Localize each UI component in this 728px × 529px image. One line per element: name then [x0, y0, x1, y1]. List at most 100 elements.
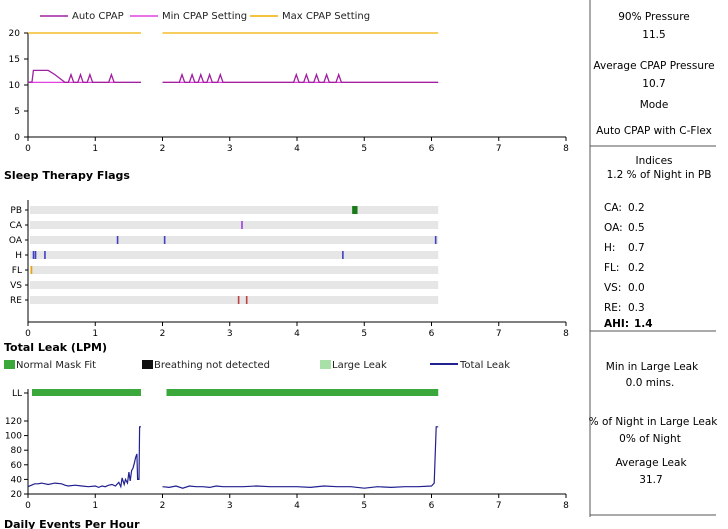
x-tick-label: 4 — [294, 501, 300, 511]
x-tick-label: 6 — [429, 501, 435, 511]
x-tick-label: 0 — [25, 144, 31, 154]
bottom-title: Daily Events Per Hour — [4, 518, 140, 529]
y-tick-label: 100 — [5, 432, 22, 442]
ahi-label: AHI: — [604, 318, 629, 330]
pct-large-leak-value: 0% of Night — [619, 433, 681, 445]
legend-label: Auto CPAP — [72, 11, 124, 22]
x-tick-label: 2 — [160, 144, 166, 154]
y-tick-label: 0 — [14, 133, 20, 143]
flag-event-oa — [163, 236, 166, 244]
flag-row-band — [30, 206, 439, 214]
index-label: VS: — [604, 282, 621, 294]
avg-pressure-value: 10.7 — [642, 78, 665, 90]
flag-row-band — [30, 236, 439, 244]
x-tick-label: 8 — [563, 501, 569, 511]
leak-chart: Normal Mask Fit Breathing not detected Lar… — [4, 360, 569, 511]
flag-event-h — [32, 251, 35, 259]
flag-row-band — [30, 221, 439, 229]
mode-value: Auto CPAP with C-Flex — [596, 125, 712, 137]
flag-event-h — [44, 251, 46, 259]
large-leak-band-normal — [166, 389, 439, 396]
y-tick-label: 40 — [11, 475, 23, 485]
flags-title: Sleep Therapy Flags — [4, 169, 130, 182]
index-label: CA: — [604, 202, 622, 214]
index-value: 0.3 — [628, 302, 645, 314]
x-tick-label: 3 — [227, 144, 233, 154]
flag-event-oa — [116, 236, 119, 244]
y-tick-label: 20 — [9, 29, 21, 39]
flag-event-re — [245, 296, 248, 304]
indices-list: CA: 0.2 OA: 0.5 H: 0.7 FL: 0.2 VS: 0.0 RE: 0.3 — [604, 202, 645, 314]
y-tick-label: 60 — [11, 461, 23, 471]
y-tick-label: 5 — [14, 107, 20, 117]
leak-title: Total Leak (LPM) — [4, 341, 107, 354]
y-tick-label: 120 — [5, 417, 22, 427]
x-tick-label: 4 — [294, 329, 300, 339]
flag-event-ca — [241, 221, 243, 229]
large-leak-label: Min in Large Leak — [606, 361, 699, 373]
x-tick-label: 6 — [429, 329, 435, 339]
index-label: RE: — [604, 302, 621, 314]
index-value: 0.2 — [628, 202, 645, 214]
legend-swatch — [320, 360, 331, 369]
flag-event-h — [34, 251, 37, 259]
series-line-auto-cpap — [162, 72, 439, 84]
avg-pressure-label: Average CPAP Pressure — [593, 60, 714, 72]
x-tick-label: 3 — [227, 329, 233, 339]
x-tick-label: 1 — [92, 329, 98, 339]
flag-event-oa — [434, 236, 437, 244]
p90-label: 90% Pressure — [618, 11, 690, 23]
pb-percent: 1.2 % of Night in PB — [607, 169, 712, 181]
x-tick-label: 6 — [429, 144, 435, 154]
x-tick-label: 0 — [25, 329, 31, 339]
legend-label: Max CPAP Setting — [282, 11, 370, 22]
flag-row-label: RE — [10, 296, 22, 306]
x-tick-label: 5 — [361, 329, 367, 339]
legend-label: Large Leak — [332, 360, 387, 371]
flag-row-band — [30, 281, 439, 289]
index-label: OA: — [604, 222, 623, 234]
flag-event-h — [342, 251, 344, 259]
flag-row-band — [30, 296, 439, 304]
flag-row-label: H — [15, 251, 22, 261]
p90-value: 11.5 — [642, 29, 665, 41]
x-tick-label: 1 — [92, 144, 98, 154]
flag-row-label: OA — [9, 236, 23, 246]
summary-panel: 90% Pressure 11.5 Average CPAP Pressure … — [589, 0, 719, 517]
flag-row-label: FL — [12, 266, 22, 276]
ahi-value: 1.4 — [634, 318, 653, 330]
series-line-auto-cpap — [27, 69, 141, 84]
y-tick-label: 10 — [9, 81, 21, 91]
flag-event-pb — [352, 206, 358, 214]
flag-event-fl — [30, 266, 33, 274]
index-value: 0.2 — [628, 262, 645, 274]
legend-label: Breathing not detected — [154, 360, 270, 371]
x-tick-label: 7 — [496, 329, 502, 339]
index-label: H: — [604, 242, 615, 254]
legend-swatch — [142, 360, 153, 369]
legend-label: Min CPAP Setting — [162, 11, 247, 22]
x-tick-label: 7 — [496, 501, 502, 511]
flag-row-band — [30, 266, 439, 274]
total-leak-line — [27, 426, 141, 489]
pct-large-leak-label: % of Night in Large Leak — [589, 416, 719, 428]
x-tick-label: 7 — [496, 144, 502, 154]
x-tick-label: 5 — [361, 144, 367, 154]
legend-label: Normal Mask Fit — [16, 360, 96, 371]
x-tick-label: 4 — [294, 144, 300, 154]
x-tick-label: 2 — [160, 501, 166, 511]
large-leak-value: 0.0 mins. — [626, 377, 675, 389]
indices-header: Indices — [635, 155, 672, 167]
mode-label: Mode — [640, 99, 669, 111]
index-value: 0.5 — [628, 222, 645, 234]
ll-label: LL — [12, 389, 22, 399]
flags-chart: PB CA OA H FL VS RE 0 1 2 3 4 5 6 7 8 — [9, 200, 569, 339]
flag-row-label: PB — [10, 206, 22, 216]
avg-leak-value: 31.7 — [639, 474, 662, 486]
legend-label: Total Leak — [459, 360, 510, 371]
x-tick-label: 2 — [160, 329, 166, 339]
y-tick-label: 80 — [11, 446, 23, 456]
x-tick-label: 5 — [361, 501, 367, 511]
y-tick-label: 20 — [11, 490, 23, 500]
